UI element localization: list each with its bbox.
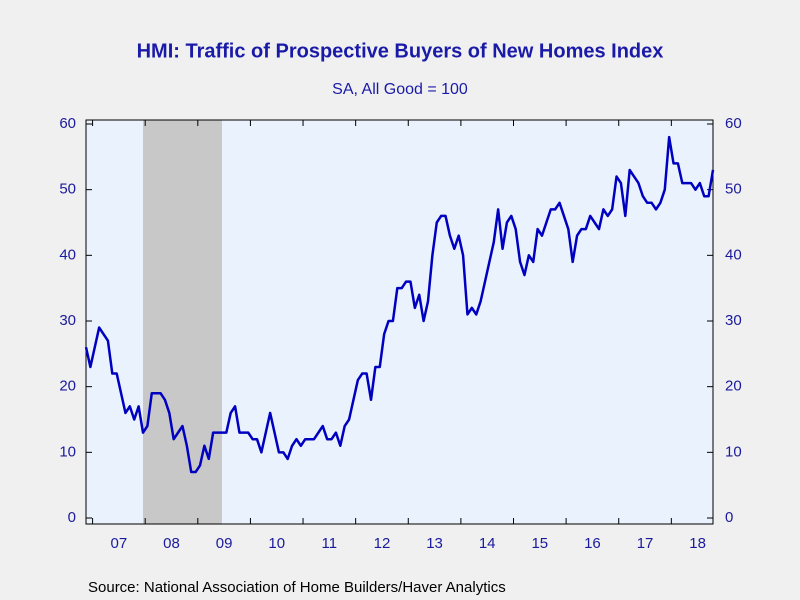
x-tick-label: 13 bbox=[426, 535, 443, 552]
data-line bbox=[84, 135, 715, 474]
x-tick-label: 16 bbox=[584, 535, 601, 552]
x-tick-label: 08 bbox=[163, 535, 180, 552]
source-note: Source: National Association of Home Bui… bbox=[88, 579, 506, 596]
x-tick-label: 12 bbox=[374, 535, 391, 552]
y2-tick-label: 50 bbox=[725, 181, 742, 198]
y-tick-label: 50 bbox=[59, 181, 76, 198]
x-tick-label: 07 bbox=[111, 535, 128, 552]
y2-tick-label: 0 bbox=[725, 509, 733, 526]
y2-tick-label: 30 bbox=[725, 312, 742, 329]
y2-tick-label: 20 bbox=[725, 378, 742, 395]
x-tick-label: 14 bbox=[479, 535, 496, 552]
y-tick-label: 0 bbox=[68, 509, 76, 526]
y-tick-label: 60 bbox=[59, 115, 76, 132]
x-tick-label: 17 bbox=[637, 535, 654, 552]
chart-title: HMI: Traffic of Prospective Buyers of Ne… bbox=[137, 40, 664, 62]
x-tick-label: 09 bbox=[216, 535, 233, 552]
x-tick-label: 11 bbox=[322, 535, 338, 552]
y2-tick-label: 10 bbox=[725, 443, 742, 460]
y2-tick-label: 40 bbox=[725, 246, 742, 263]
y-tick-label: 20 bbox=[59, 378, 76, 395]
y2-tick-label: 60 bbox=[725, 115, 742, 132]
y-tick-label: 40 bbox=[59, 246, 76, 263]
recession-shade bbox=[143, 120, 222, 524]
chart-subtitle: SA, All Good = 100 bbox=[332, 81, 468, 98]
y-tick-label: 10 bbox=[59, 443, 76, 460]
x-tick-label: 18 bbox=[689, 535, 706, 552]
x-tick-label: 15 bbox=[531, 535, 548, 552]
y-tick-label: 30 bbox=[59, 312, 76, 329]
x-tick-label: 10 bbox=[268, 535, 285, 552]
